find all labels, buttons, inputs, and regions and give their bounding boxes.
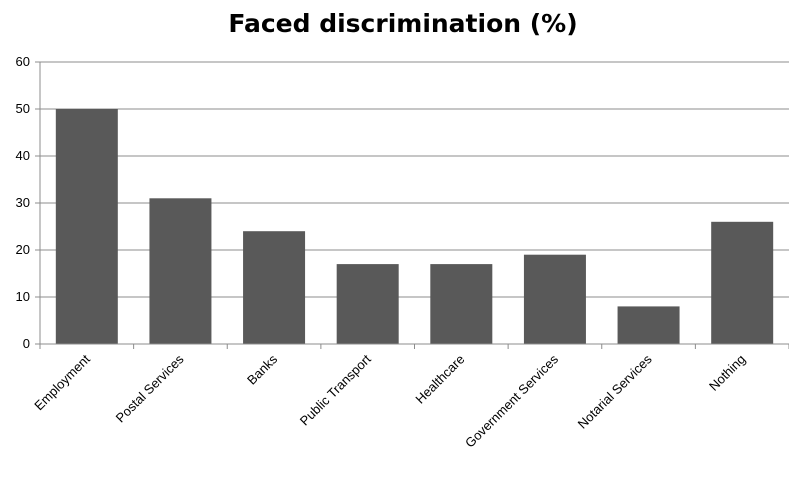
x-tick-label: Healthcare <box>412 352 467 407</box>
x-tick-label: Notarial Services <box>575 351 655 431</box>
y-tick-label: 20 <box>16 242 30 257</box>
y-tick-label: 50 <box>16 101 30 116</box>
y-tick-label: 40 <box>16 148 30 163</box>
x-tick-label: Nothing <box>706 352 748 394</box>
bar <box>55 109 118 344</box>
bar <box>430 264 493 344</box>
bar <box>243 231 306 344</box>
axes <box>35 61 789 349</box>
bar <box>149 198 212 344</box>
bars <box>55 109 774 344</box>
x-tick-labels: Employment Postal Services Banks Public Tra… <box>31 351 748 450</box>
y-tick-labels: 0 10 20 30 40 50 60 <box>16 54 30 351</box>
x-tick-label: Public Transport <box>297 351 374 428</box>
y-tick-label: 0 <box>23 336 30 351</box>
y-tick-label: 30 <box>16 195 30 210</box>
y-tick-label: 10 <box>16 289 30 304</box>
x-tick-label: Employment <box>31 351 93 413</box>
chart-title: Faced discrimination (%) <box>228 9 577 38</box>
bar <box>711 221 774 344</box>
x-tick-label: Government Services <box>462 351 561 450</box>
y-tick-label: 60 <box>16 54 30 69</box>
bar <box>523 254 586 344</box>
bar <box>336 264 399 344</box>
x-tick-label: Postal Services <box>113 351 187 425</box>
x-tick-label: Banks <box>244 351 281 388</box>
bar <box>617 306 680 344</box>
